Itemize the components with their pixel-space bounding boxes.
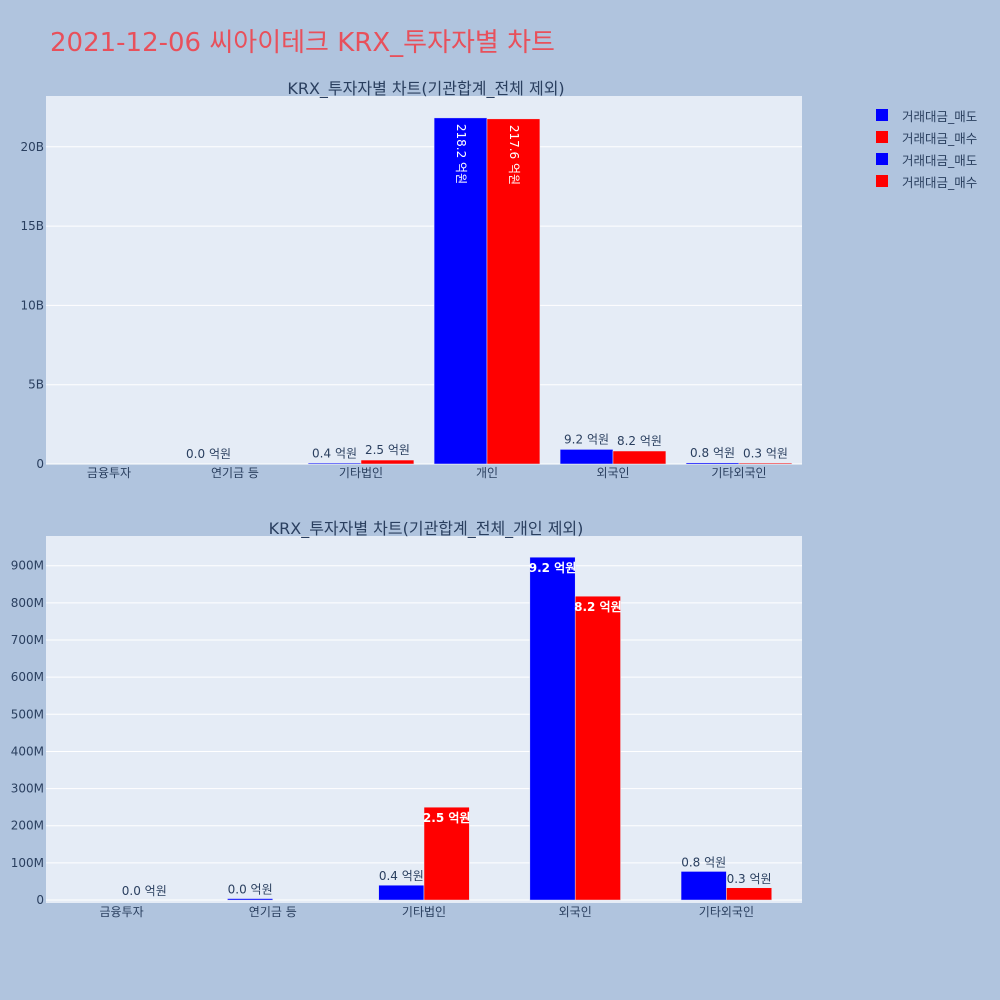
x-tick-label: 외국인 xyxy=(559,905,592,919)
data-label: 0.3 억원 xyxy=(727,872,772,886)
x-tick-label: 개인 xyxy=(476,466,498,480)
bar xyxy=(529,556,576,901)
y-tick-label: 600M xyxy=(11,670,44,684)
data-label: 0.8 억원 xyxy=(690,446,735,460)
y-tick-label: 500M xyxy=(11,707,44,721)
bar xyxy=(307,462,362,465)
y-tick-label: 20B xyxy=(20,140,44,154)
data-label: 2.5 억원 xyxy=(365,443,410,457)
legend-swatch xyxy=(876,175,888,187)
data-label: 8.2 억원 xyxy=(617,434,662,448)
y-tick-label: 300M xyxy=(11,782,44,796)
y-tick-label: 100M xyxy=(11,856,44,870)
bar xyxy=(612,450,667,465)
legend-swatch xyxy=(876,153,888,165)
data-label: 0.4 억원 xyxy=(312,446,357,460)
data-label: 0.0 억원 xyxy=(122,884,167,898)
x-tick-label: 기타법인 xyxy=(402,905,446,919)
chart-1 xyxy=(46,96,802,465)
data-label: 0.0 억원 xyxy=(186,447,231,461)
y-tick-label: 900M xyxy=(11,559,44,573)
legend-swatch xyxy=(876,131,888,143)
page-title: 2021-12-06 씨아이테크 KRX_투자자별 차트 xyxy=(50,28,555,58)
y-tick-label: 0 xyxy=(36,893,44,907)
y-tick-label: 800M xyxy=(11,596,44,610)
bar xyxy=(227,898,274,901)
chart-2 xyxy=(46,536,802,903)
bar xyxy=(559,449,614,465)
x-tick-label: 금융투자 xyxy=(100,905,144,919)
legend-item[interactable]: 거래대금_매도 xyxy=(876,104,977,126)
data-label: 217.6 억원 xyxy=(507,125,521,185)
y-tick-label: 700M xyxy=(11,633,44,647)
data-label: 0.8 억원 xyxy=(681,855,726,869)
bar xyxy=(486,118,541,465)
legend-label: 거래대금_매도 xyxy=(902,152,978,168)
legend-item[interactable]: 거래대금_매도 xyxy=(876,148,977,170)
bar xyxy=(360,459,415,465)
legend-label: 거래대금_매수 xyxy=(902,130,978,146)
x-tick-label: 기타외국인 xyxy=(711,466,766,480)
bar xyxy=(423,806,470,901)
data-label: 0.4 억원 xyxy=(379,869,424,883)
data-label: 0.0 억원 xyxy=(228,883,273,897)
plot-area xyxy=(46,96,802,464)
chart-title: KRX_투자자별 차트(기관합계_전체_개인 제외) xyxy=(269,519,584,539)
x-tick-label: 금융투자 xyxy=(87,466,131,480)
bar xyxy=(726,887,773,901)
legend-label: 거래대금_매도 xyxy=(902,108,978,124)
data-label: 9.2 억원 xyxy=(564,432,609,446)
legend-item[interactable]: 거래대금_매수 xyxy=(876,170,977,192)
y-tick-label: 10B xyxy=(20,298,44,312)
x-tick-label: 연기금 등 xyxy=(249,905,297,919)
legend-item[interactable]: 거래대금_매수 xyxy=(876,126,977,148)
bar xyxy=(433,117,488,465)
y-tick-label: 15B xyxy=(20,219,44,233)
data-label: 2.5 억원 xyxy=(423,811,471,825)
data-label: 9.2 억원 xyxy=(529,561,577,575)
bar xyxy=(738,462,793,465)
y-tick-label: 400M xyxy=(11,744,44,758)
y-tick-label: 5B xyxy=(28,378,44,392)
data-label: 8.2 억원 xyxy=(574,600,622,614)
y-tick-label: 0 xyxy=(36,457,44,471)
bar xyxy=(680,871,727,901)
data-label: 0.3 억원 xyxy=(743,446,788,460)
bar xyxy=(574,595,621,901)
x-tick-label: 연기금 등 xyxy=(211,466,259,480)
legend-label: 거래대금_매수 xyxy=(902,174,978,190)
legend-swatch xyxy=(876,109,888,121)
chart-title: KRX_투자자별 차트(기관합계_전체 제외) xyxy=(287,79,564,99)
x-tick-label: 기타외국인 xyxy=(699,905,754,919)
x-tick-label: 기타법인 xyxy=(339,466,383,480)
legend[interactable]: 거래대금_매도 거래대금_매수 거래대금_매도 거래대금_매수 xyxy=(876,104,977,192)
data-label: 218.2 억원 xyxy=(454,124,468,184)
bar xyxy=(378,884,425,901)
bar xyxy=(685,462,740,465)
x-tick-label: 외국인 xyxy=(596,466,629,480)
y-tick-label: 200M xyxy=(11,819,44,833)
